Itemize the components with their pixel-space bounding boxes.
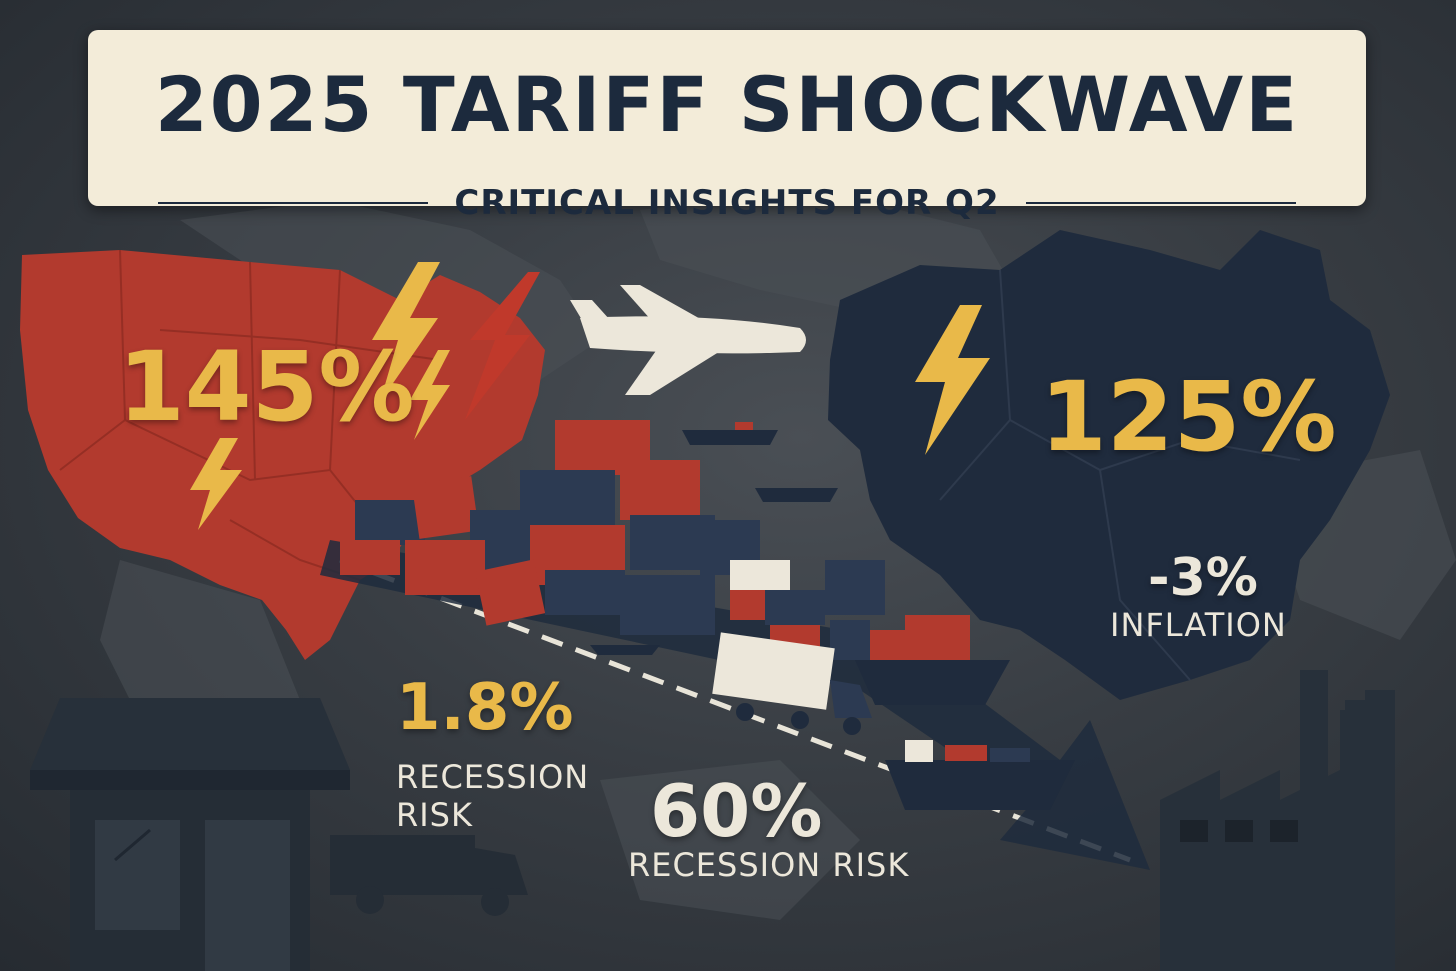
recession-risk-small-label-line2: RISK bbox=[396, 796, 473, 834]
inflation-label: INFLATION bbox=[1110, 606, 1287, 644]
storefront-icon bbox=[30, 698, 350, 971]
airplane-icon bbox=[570, 285, 806, 395]
page-subtitle: CRITICAL INSIGHTS FOR Q2 bbox=[454, 183, 1000, 223]
subtitle-divider-right bbox=[1025, 202, 1296, 204]
recession-risk-large-label: RECESSION RISK bbox=[628, 846, 910, 884]
cargo-ship-icon bbox=[590, 422, 1075, 810]
factory-icon bbox=[1160, 670, 1395, 971]
recession-risk-small-label-line1: RECESSION bbox=[396, 758, 590, 796]
page-title: 2025 TARIFF SHOCKWAVE bbox=[154, 60, 1300, 149]
delivery-truck-icon bbox=[330, 835, 528, 916]
title-banner: 2025 TARIFF SHOCKWAVE CRITICAL INSIGHTS … bbox=[88, 30, 1366, 223]
inflation-value: -3% bbox=[1148, 548, 1258, 608]
china-map bbox=[828, 230, 1390, 700]
recession-risk-large-value: 60% bbox=[650, 769, 823, 853]
truck-icon bbox=[712, 632, 872, 735]
subtitle-divider-left bbox=[158, 202, 429, 204]
usa-state-lines bbox=[59, 249, 441, 581]
subtitle-row: CRITICAL INSIGHTS FOR Q2 bbox=[88, 178, 1366, 228]
us-tariff-stat: 145% bbox=[118, 331, 415, 443]
lightning-icon bbox=[190, 262, 990, 530]
china-province-lines bbox=[939, 269, 1301, 681]
shipping-container-icon bbox=[340, 420, 970, 665]
recession-risk-small-value: 1.8% bbox=[396, 671, 574, 745]
china-tariff-stat: 125% bbox=[1040, 361, 1337, 473]
